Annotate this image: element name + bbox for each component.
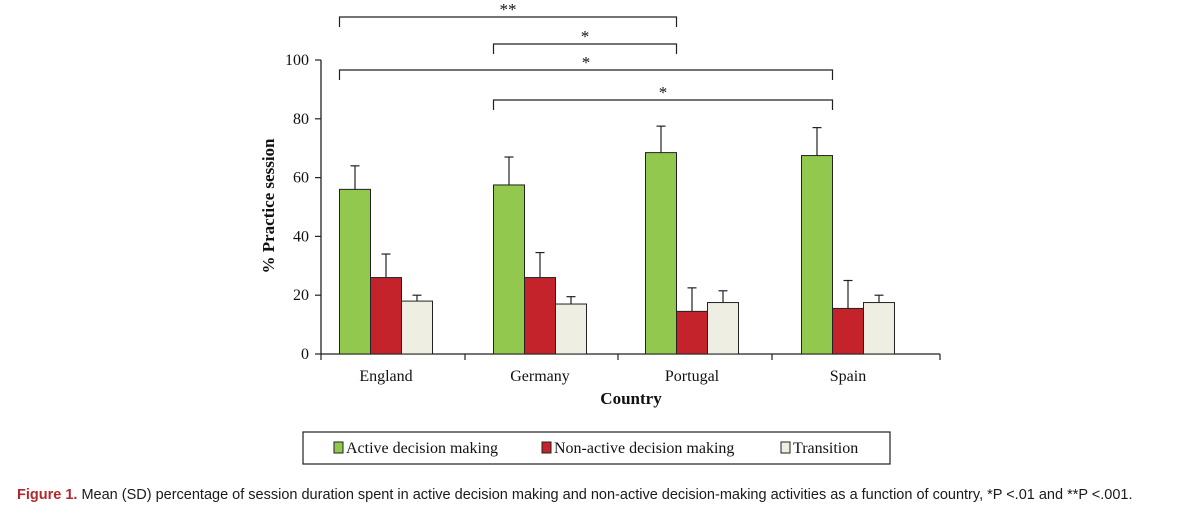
bar <box>401 300 433 355</box>
x-tick-label: Germany <box>510 368 570 385</box>
legend: Active decision making Non-active decisio… <box>302 431 891 465</box>
y-tick-label: 80 <box>293 111 309 128</box>
bar <box>645 152 677 355</box>
significance-bracket <box>492 99 834 110</box>
significance-bracket <box>338 16 678 27</box>
legend-swatch <box>333 441 344 454</box>
legend-label: Non-active decision making <box>554 440 734 457</box>
bar <box>524 277 556 355</box>
bar <box>863 302 895 355</box>
legend-box <box>302 431 891 465</box>
y-tick-label: 0 <box>301 346 309 363</box>
figure-caption: Figure 1. Mean (SD) percentage of sessio… <box>17 486 1187 505</box>
y-tick-label: 20 <box>293 287 309 304</box>
caption-text: Mean (SD) percentage of session duration… <box>77 487 1133 503</box>
significance-bracket <box>492 43 678 54</box>
caption-label: Figure 1. <box>17 487 78 503</box>
y-tick-label: 100 <box>285 52 309 69</box>
tick-labels: 0 20 40 60 80 100 England Germany Portugal Spain <box>285 52 866 385</box>
x-tick-label: England <box>359 368 412 385</box>
y-tick-label: 40 <box>293 228 309 245</box>
significance-label: * <box>581 27 590 46</box>
y-tick-label: 60 <box>293 170 309 187</box>
bar <box>555 303 587 355</box>
significance-label: ** <box>500 0 517 19</box>
legend-label: Active decision making <box>346 440 498 457</box>
bar <box>832 307 864 355</box>
significance-brackets: ***** <box>338 0 834 110</box>
x-tick-label: Spain <box>830 368 866 385</box>
legend-label: Transition <box>793 440 858 457</box>
y-axis-label: % Practice session <box>259 138 278 274</box>
significance-label: * <box>582 53 591 72</box>
bar <box>493 184 525 355</box>
bar <box>676 310 708 355</box>
x-axis-label: Country <box>600 389 662 408</box>
bars <box>339 152 895 355</box>
error-bars <box>350 125 884 312</box>
bar <box>370 277 402 355</box>
bar <box>801 155 833 355</box>
significance-label: * <box>659 83 668 102</box>
x-tick-label: Portugal <box>665 368 720 385</box>
bar <box>707 302 739 355</box>
bar <box>339 188 371 355</box>
legend-swatch <box>541 441 552 454</box>
legend-swatch <box>780 441 791 454</box>
significance-bracket <box>338 69 834 80</box>
